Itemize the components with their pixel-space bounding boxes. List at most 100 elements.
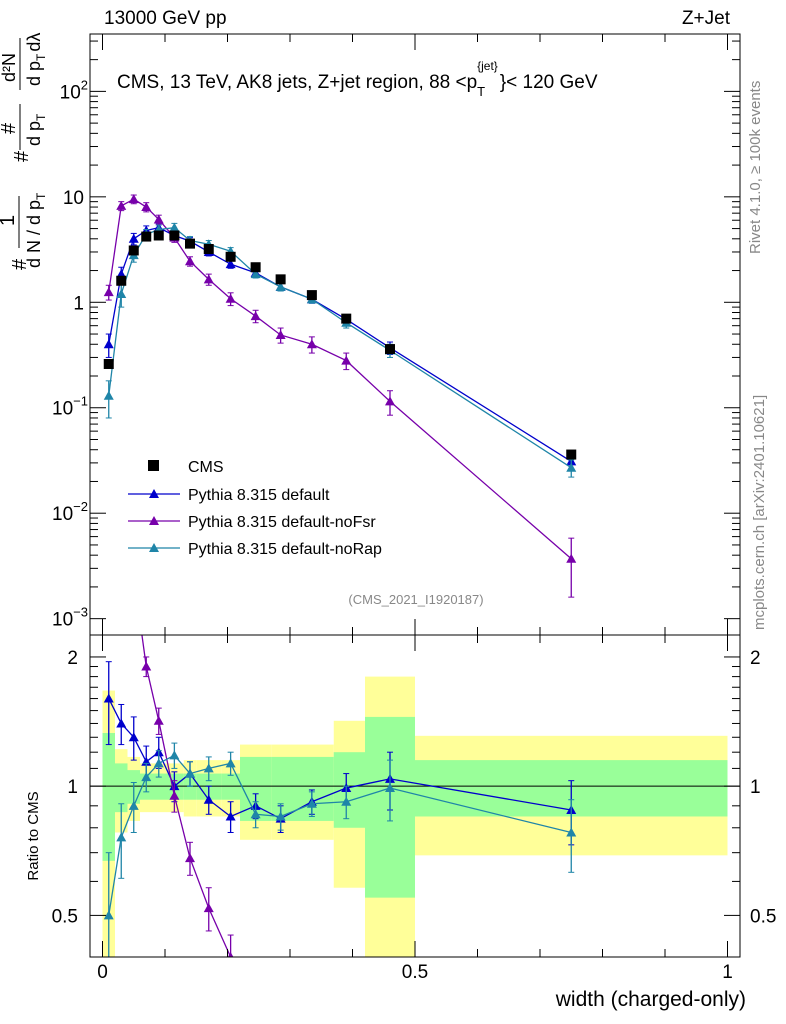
ratio-point — [225, 811, 236, 821]
mcplots-label: mcplots.cern.ch [arXiv:2401.10621] — [751, 395, 768, 630]
ratio-band-inner — [102, 733, 115, 861]
data-point — [203, 274, 214, 284]
y-axis-label: # 1 d N / d pT # # d pT d²N d pTdλ — [0, 33, 48, 270]
x-axis-label: width (charged-only) — [555, 988, 746, 1011]
legend-marker — [149, 516, 159, 525]
ratio-point — [116, 832, 127, 842]
ratio-point — [566, 827, 577, 837]
legend-marker — [149, 543, 159, 552]
data-point — [185, 256, 195, 266]
data-point — [169, 230, 180, 241]
series-pythia-8-315-default — [103, 222, 577, 470]
y-tick-label: 10−2 — [52, 499, 88, 525]
y-tick-label: 1 — [73, 293, 84, 314]
ratio-y-tick-label: 2 — [67, 648, 78, 669]
ratio-point — [225, 758, 236, 768]
legend-marker — [148, 460, 159, 471]
legend-label: CMS — [188, 459, 224, 476]
ratio-point — [169, 750, 180, 760]
y-tick-label: 10−1 — [52, 394, 88, 420]
ratio-band-inner — [271, 756, 290, 821]
legend: CMS Pythia 8.315 default Pythia 8.315 defa… — [128, 459, 382, 558]
ratio-point — [104, 489, 114, 498]
ratio-point — [129, 570, 139, 579]
series-cms — [103, 230, 577, 460]
y-label-numerator-2: d²N — [0, 53, 19, 82]
y-label-numerator-1: 1 — [0, 215, 19, 226]
data-point — [103, 390, 114, 400]
ratio-y-tick-label: 1 — [67, 777, 78, 798]
legend-label: Pythia 8.315 default-noFsr — [188, 514, 376, 531]
y-tick-label: 102 — [60, 77, 88, 103]
y-tick-label: 10 — [63, 188, 84, 209]
ratio-uncertainty-bands — [90, 676, 740, 957]
ratio-point — [203, 763, 214, 773]
ratio-point — [153, 758, 164, 768]
data-point — [128, 245, 139, 256]
main-series-layer — [103, 194, 577, 598]
data-point — [185, 238, 195, 249]
data-point — [103, 339, 114, 349]
data-point — [341, 355, 352, 365]
ratio-y-tick-label-right: 0.5 — [750, 906, 776, 927]
ratio-point — [203, 903, 214, 913]
data-point — [385, 344, 395, 355]
ratio-point — [103, 910, 114, 920]
ratio-point — [185, 768, 195, 778]
legend-entry-pythia-8-315-default-nofsr: Pythia 8.315 default-noFsr — [128, 514, 376, 531]
data-point — [169, 222, 180, 232]
legend-label: Pythia 8.315 default-noRap — [188, 541, 382, 558]
data-point — [116, 200, 127, 210]
ratio-point — [128, 732, 139, 742]
main-axes: 10−3 10−2 10−1 1 10 102 — [52, 34, 740, 635]
data-point — [225, 259, 236, 269]
x-tick-label: 1 — [722, 962, 733, 983]
ratio-point — [306, 798, 317, 808]
data-point — [141, 202, 152, 212]
ratio-point — [141, 661, 152, 671]
data-point — [341, 313, 352, 324]
ratio-point — [227, 952, 234, 957]
ratio-y-tick-label: 0.5 — [52, 906, 78, 927]
series-pythia-8-315-default-nofsr — [103, 194, 577, 598]
data-point — [306, 339, 317, 349]
ratio-point — [153, 715, 164, 725]
data-point — [103, 287, 114, 297]
series-line — [108, 226, 572, 469]
data-point — [141, 231, 152, 242]
data-point — [275, 281, 286, 291]
data-point — [275, 274, 286, 285]
data-point — [566, 462, 577, 472]
legend-entry-cms: CMS — [148, 459, 224, 476]
data-point — [128, 194, 139, 204]
ratio-series-pythia-8-315-default-norap — [103, 742, 577, 957]
data-point — [250, 262, 261, 273]
analysis-watermark: (CMS_2021_I1920187) — [348, 592, 483, 607]
ratio-point — [250, 809, 261, 819]
header-right-label: Z+Jet — [682, 8, 731, 29]
ratio-axes: 0.5 0.5 1 1 2 2 0 0.5 1 — [52, 635, 776, 983]
ratio-point — [103, 693, 114, 703]
data-point — [275, 329, 286, 339]
data-point — [225, 251, 236, 262]
y-label-hash-3: # — [0, 122, 20, 134]
y-label-denominator-3: d pTdλ — [24, 33, 48, 86]
ratio-series-pythia-8-315-default-nofsr — [104, 477, 234, 957]
ratio-point — [385, 783, 395, 793]
ratio-point — [116, 718, 127, 728]
data-point — [225, 293, 236, 303]
ratio-series-layer — [103, 477, 577, 957]
y-label-denominator-2: d pT — [24, 113, 48, 146]
svg-text:#: # — [9, 258, 31, 270]
ratio-point — [116, 477, 126, 486]
data-point — [153, 230, 164, 241]
ratio-y-axis-label: Ratio to CMS — [25, 791, 42, 880]
y-label-denominator-1: d N / d pT — [24, 192, 48, 268]
legend-marker — [149, 489, 159, 498]
data-point — [203, 244, 214, 255]
data-point — [306, 290, 317, 301]
series-line — [108, 198, 572, 560]
ratio-point — [141, 772, 152, 782]
data-point — [250, 269, 261, 279]
series-line — [108, 226, 572, 462]
